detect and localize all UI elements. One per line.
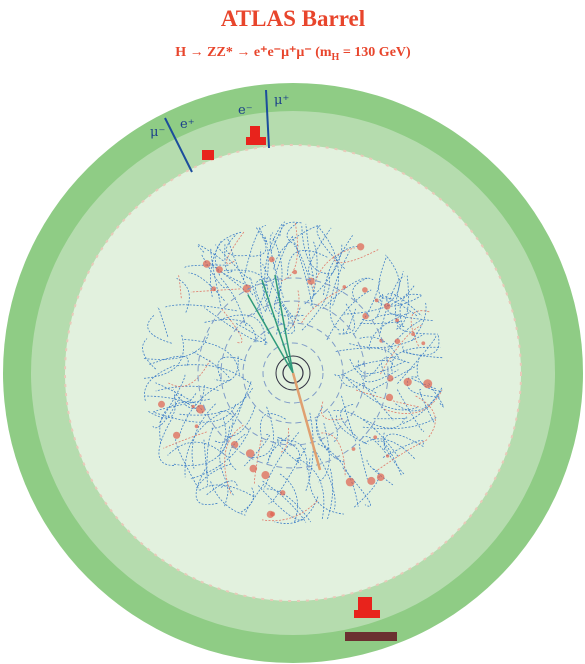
subtitle: H → ZZ* → e⁺e⁻μ⁺μ⁻ (mH = 130 GeV) [175, 45, 411, 63]
hit [211, 286, 216, 291]
hit [191, 405, 194, 408]
hit [375, 299, 379, 303]
hit [384, 303, 391, 310]
hit [386, 454, 389, 457]
hit [411, 332, 415, 336]
subtitle-tail: = 130 GeV) [339, 45, 411, 60]
hit [377, 473, 385, 481]
track-label: e⁻ [238, 103, 253, 118]
energy-deposit [246, 137, 266, 145]
subtitle-text: H → ZZ* → e⁺e⁻μ⁺μ⁻ (m [175, 45, 332, 60]
hit [343, 285, 347, 289]
title: ATLAS Barrel [221, 6, 365, 31]
energy-deposit [202, 150, 214, 160]
muon-deposit [345, 632, 397, 641]
hit [293, 270, 297, 274]
hit [231, 441, 238, 448]
hit [367, 477, 375, 485]
hit [395, 318, 399, 322]
hit [269, 257, 275, 263]
hit [346, 478, 355, 487]
hit [386, 394, 393, 401]
track-label: μ⁻ [150, 125, 165, 140]
hit [423, 379, 432, 388]
hit [373, 435, 377, 439]
hit [357, 243, 364, 250]
hit [395, 339, 401, 345]
hit [216, 266, 223, 273]
event-display: ATLAS Barrel H → ZZ* → e⁺e⁻μ⁺μ⁻ (mH = 13… [0, 0, 585, 664]
hit [158, 401, 165, 408]
energy-deposit [250, 126, 260, 138]
hit [250, 465, 258, 473]
hit [362, 287, 368, 293]
track-label: e⁺ [180, 117, 195, 132]
hit [307, 278, 314, 285]
hit [270, 512, 275, 517]
hit [173, 432, 180, 439]
energy-deposit [354, 610, 380, 618]
hit [421, 341, 425, 345]
hit [203, 260, 211, 268]
track-label: μ⁺ [274, 93, 289, 108]
hit [195, 424, 199, 428]
hit [246, 449, 255, 458]
hit [261, 471, 269, 479]
hit [404, 378, 412, 386]
hit [280, 490, 285, 495]
